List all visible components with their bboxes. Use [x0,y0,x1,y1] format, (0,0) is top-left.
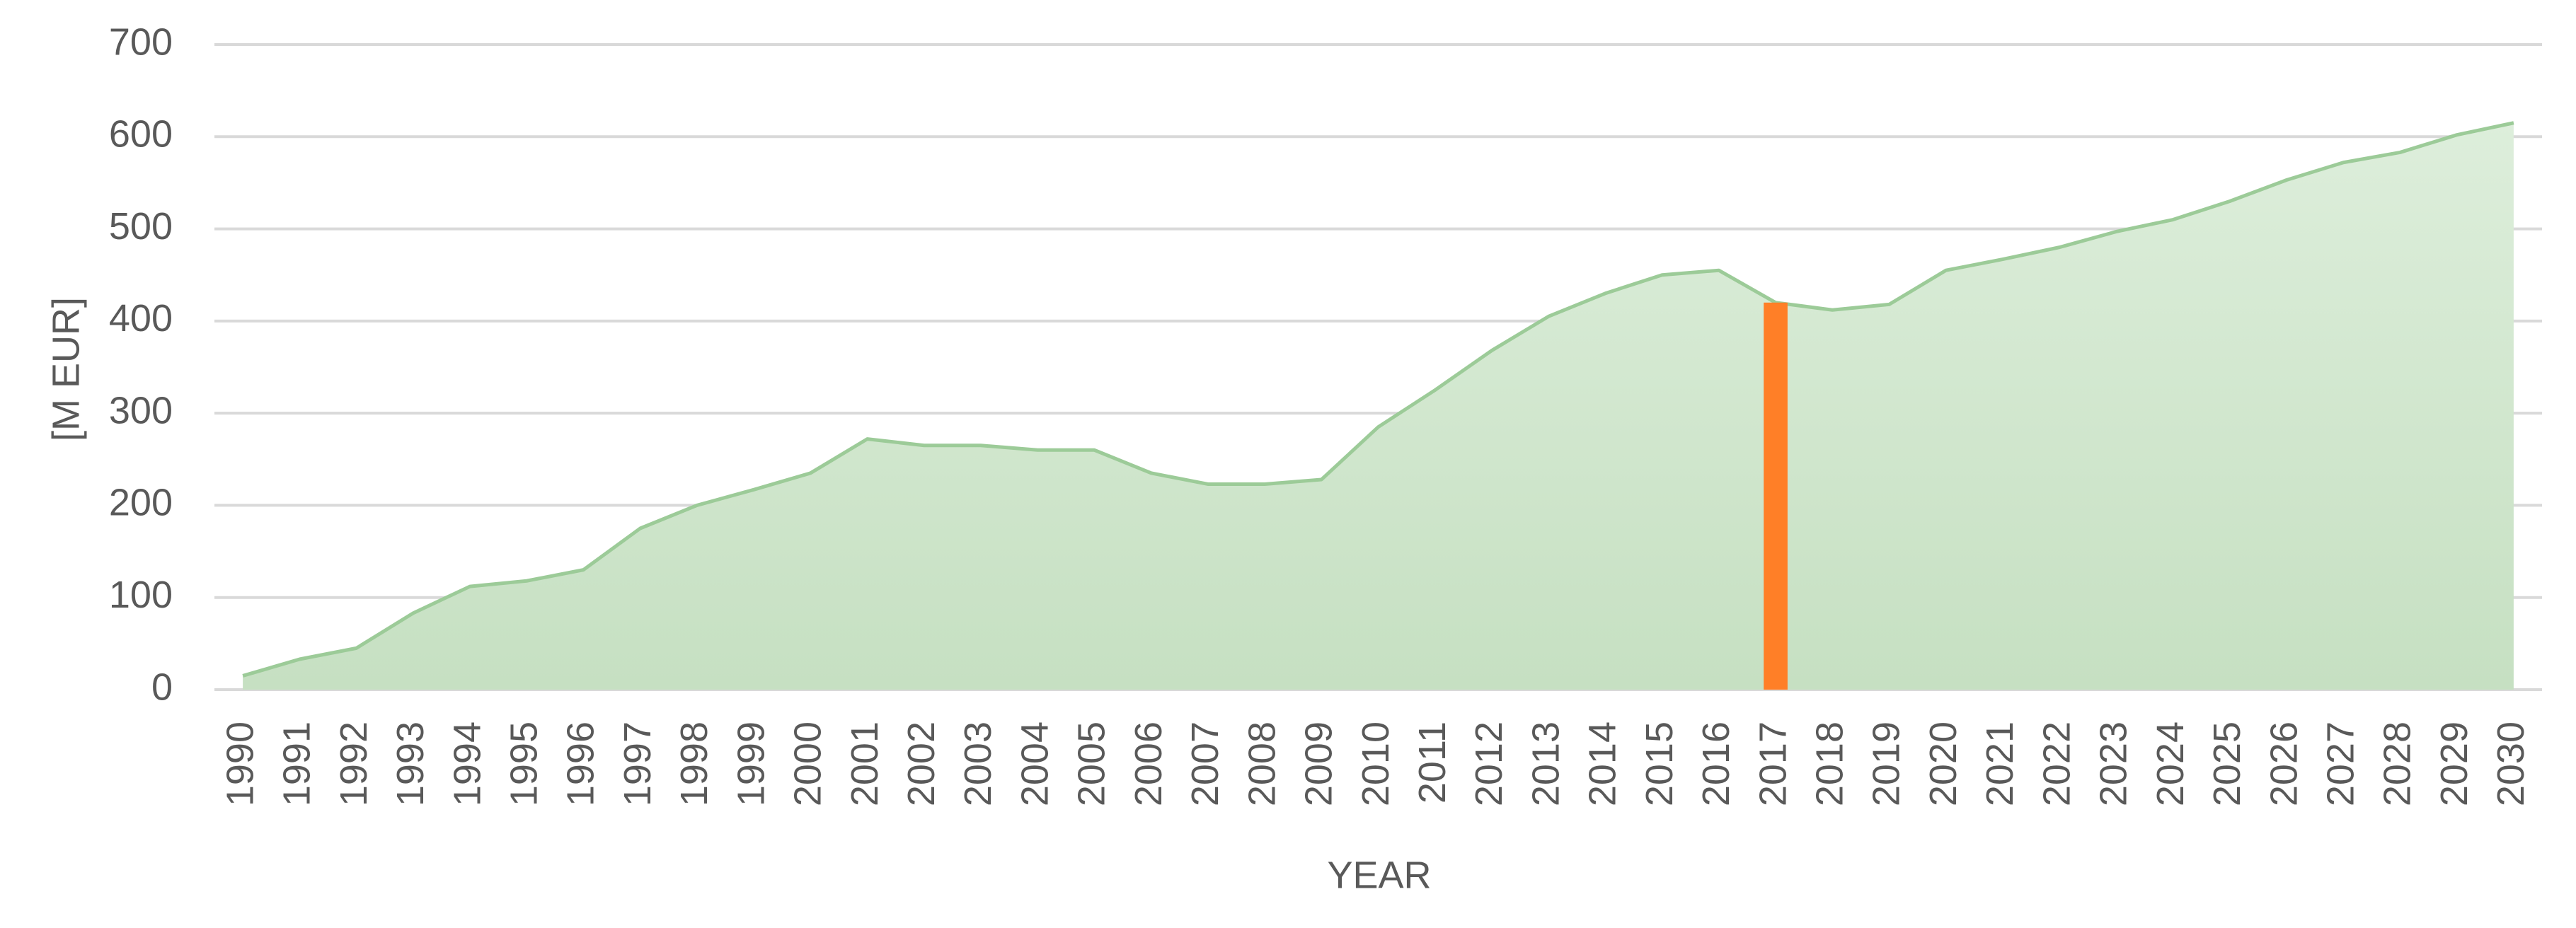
x-tick-label: 1999 [730,721,772,806]
y-tick-label: 200 [109,482,173,524]
area-fill [243,122,2514,690]
bar [1764,302,1788,690]
x-tick-label: 2024 [2149,721,2192,806]
x-tick-label: 2029 [2433,721,2476,806]
x-tick-label: 2000 [787,721,829,806]
x-tick-label: 2019 [1865,721,1908,806]
x-tick-label: 2021 [1979,721,2021,806]
x-tick-label: 2006 [1127,721,1170,806]
x-tick-label: 2007 [1184,721,1226,806]
y-tick-label: 500 [109,205,173,248]
x-tick-label: 2002 [900,721,943,806]
x-tick-label: 1997 [616,721,659,806]
x-tick-label: 2008 [1241,721,1283,806]
x-tick-label: 1998 [673,721,715,806]
x-tick-label: 2015 [1638,721,1681,806]
x-tick-label: 2014 [1582,721,1624,806]
x-tick-label: 2011 [1411,721,1454,804]
x-tick-label: 2012 [1468,721,1510,806]
x-tick-label: 1993 [389,721,432,806]
x-tick-label: 1990 [219,721,261,806]
x-tick-label: 1991 [276,721,318,806]
y-tick-label: 700 [109,21,173,63]
x-tick-label: 1994 [446,721,488,806]
marks [242,121,2514,690]
y-tick-label: 100 [109,574,173,616]
x-tick-label: 2016 [1695,721,1737,806]
y-axis-title: [M EUR] [45,297,87,441]
x-tick-label: 1996 [560,721,602,806]
x-tick-label: 2026 [2262,721,2305,806]
x-axis-title: YEAR [1327,854,1431,896]
x-tick-label: 1992 [333,721,375,806]
y-tick-label: 400 [109,297,173,340]
x-tick-label: 2027 [2319,721,2362,806]
x-tick-label: 2023 [2093,721,2135,806]
x-tick-label: 2004 [1013,721,1056,806]
y-tick-label: 300 [109,389,173,431]
y-tick-label: 0 [151,666,173,708]
x-tick-label: 1995 [502,721,545,806]
x-tick-label: 2022 [2035,721,2078,806]
area-line [242,121,2514,678]
x-tick-label: 2009 [1298,721,1340,806]
x-tick-label: 2003 [957,721,999,806]
x-tick-label: 2013 [1524,721,1567,806]
labels: 0 100 200 300 400 500 600 700 1990 1991 1992 1993 19… [109,21,2532,806]
x-tick-label: 2010 [1355,721,1397,806]
x-tick-label: 2005 [1071,721,1113,806]
x-tick-label: 2017 [1752,721,1794,806]
x-tick-label: 2018 [1809,721,1851,806]
x-tick-label: 2028 [2376,721,2419,806]
x-tick-label: 2030 [2490,721,2532,806]
x-tick-label: 2020 [1922,721,1965,806]
x-tick-label: 2001 [844,721,886,806]
y-tick-label: 600 [109,113,173,156]
x-tick-label: 2025 [2206,721,2248,806]
